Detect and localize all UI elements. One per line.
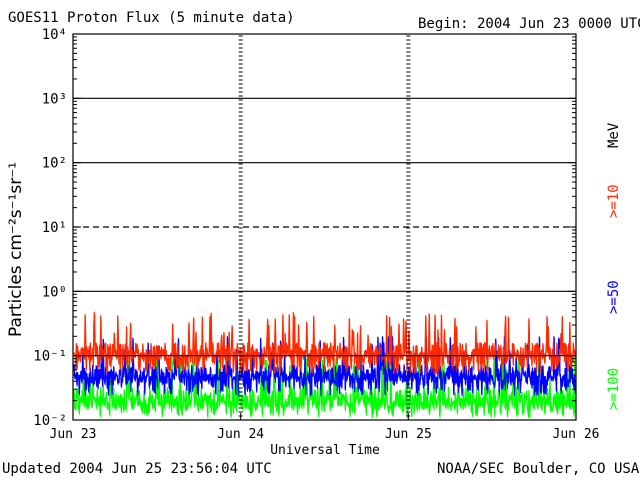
y-tick-label: 10² (42, 156, 67, 172)
series-band-10mev (73, 313, 576, 375)
y-tick-label: 10⁴ (42, 27, 67, 43)
x-tick-label: Jun 26 (553, 427, 600, 442)
x-tick-label: Jun 23 (50, 427, 97, 442)
y-tick-label: 10³ (42, 91, 67, 107)
y-tick-label: 10¹ (42, 220, 67, 236)
begin-time: Begin: 2004 Jun 23 0000 UTC (418, 16, 640, 32)
legend-unit: MeV (606, 122, 622, 148)
legend-unit-label: MeV (606, 122, 622, 148)
x-tick-label: Jun 25 (385, 427, 432, 442)
legend-10mev-label: >=10 (606, 184, 622, 218)
legend-100mev-label: >=100 (606, 368, 622, 410)
legend-100mev: >=100 (606, 368, 622, 410)
updated-timestamp: Updated 2004 Jun 25 23:56:04 UTC (2, 461, 272, 477)
series-band-50mev (73, 337, 576, 397)
legend-50mev-label: >=50 (606, 280, 622, 314)
x-axis-label: Universal Time (270, 443, 380, 458)
chart-title: GOES11 Proton Flux (5 minute data) (8, 10, 295, 26)
y-tick-label: 10⁻² (33, 413, 67, 429)
legend-10mev: >=10 (606, 184, 622, 218)
y-tick-label: 10⁰ (42, 284, 67, 300)
credit: NOAA/SEC Boulder, CO USA (437, 461, 640, 477)
x-tick-label: Jun 24 (217, 427, 264, 442)
y-tick-label: 10⁻¹ (33, 349, 67, 365)
y-axis-label: Particles cm⁻²s⁻¹sr⁻¹ (6, 162, 26, 337)
legend-50mev: >=50 (606, 280, 622, 314)
